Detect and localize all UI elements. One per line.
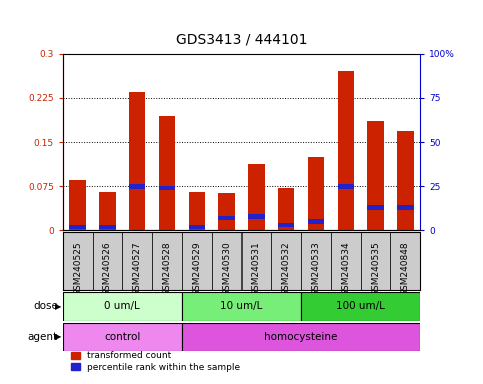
Bar — [159, 116, 175, 230]
Bar — [189, 225, 205, 229]
Text: GSM240531: GSM240531 — [252, 241, 261, 296]
Text: GSM240525: GSM240525 — [73, 241, 82, 296]
Bar — [368, 205, 384, 210]
Bar — [248, 164, 265, 230]
Text: homocysteine: homocysteine — [264, 332, 338, 342]
Text: agent: agent — [28, 332, 58, 342]
Bar — [242, 232, 271, 290]
Text: 0 um/L: 0 um/L — [104, 301, 140, 311]
Text: GSM240529: GSM240529 — [192, 241, 201, 296]
Text: GSM240533: GSM240533 — [312, 241, 320, 296]
Bar — [278, 188, 294, 230]
Text: GSM240535: GSM240535 — [371, 241, 380, 296]
Bar — [182, 232, 212, 290]
Text: 10 um/L: 10 um/L — [220, 301, 263, 311]
Bar — [218, 193, 235, 230]
Bar — [182, 292, 301, 321]
Bar — [331, 232, 361, 290]
Bar — [301, 292, 420, 321]
Bar — [361, 232, 390, 290]
Bar — [93, 232, 122, 290]
Bar — [99, 192, 115, 230]
Bar — [218, 216, 235, 220]
Bar — [63, 232, 93, 290]
Text: ▶: ▶ — [56, 333, 62, 341]
Text: GDS3413 / 444101: GDS3413 / 444101 — [176, 32, 307, 46]
Bar — [189, 192, 205, 230]
Text: GSM240532: GSM240532 — [282, 241, 291, 296]
Bar — [182, 323, 420, 351]
Bar — [129, 184, 145, 189]
Bar — [390, 232, 420, 290]
Text: dose: dose — [33, 301, 58, 311]
Text: GSM240530: GSM240530 — [222, 241, 231, 296]
Text: control: control — [104, 332, 141, 342]
Bar — [248, 214, 265, 218]
Bar — [99, 225, 115, 229]
Bar — [301, 232, 331, 290]
Legend: transformed count, percentile rank within the sample: transformed count, percentile rank withi… — [67, 348, 244, 376]
Bar — [338, 184, 354, 189]
Text: GSM240534: GSM240534 — [341, 241, 350, 296]
Bar — [397, 205, 413, 210]
Bar — [308, 157, 324, 230]
Bar — [129, 92, 145, 230]
Bar — [212, 232, 242, 290]
Text: GSM240528: GSM240528 — [163, 241, 171, 296]
Bar — [70, 225, 86, 229]
Bar — [308, 219, 324, 224]
Text: GSM240527: GSM240527 — [133, 241, 142, 296]
Bar — [271, 232, 301, 290]
Bar — [368, 121, 384, 230]
Bar — [278, 223, 294, 227]
Bar — [63, 292, 182, 321]
Bar — [338, 71, 354, 230]
Bar — [397, 131, 413, 230]
Text: GSM240526: GSM240526 — [103, 241, 112, 296]
Text: ▶: ▶ — [56, 302, 62, 311]
Bar — [63, 323, 182, 351]
Text: 100 um/L: 100 um/L — [336, 301, 385, 311]
Bar — [70, 180, 86, 230]
Bar — [152, 232, 182, 290]
Text: GSM240848: GSM240848 — [401, 241, 410, 296]
Bar — [122, 232, 152, 290]
Bar — [159, 185, 175, 190]
